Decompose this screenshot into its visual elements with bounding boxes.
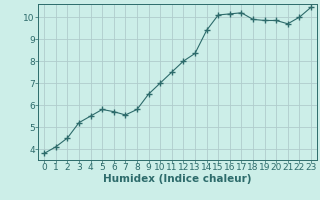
- X-axis label: Humidex (Indice chaleur): Humidex (Indice chaleur): [103, 174, 252, 184]
